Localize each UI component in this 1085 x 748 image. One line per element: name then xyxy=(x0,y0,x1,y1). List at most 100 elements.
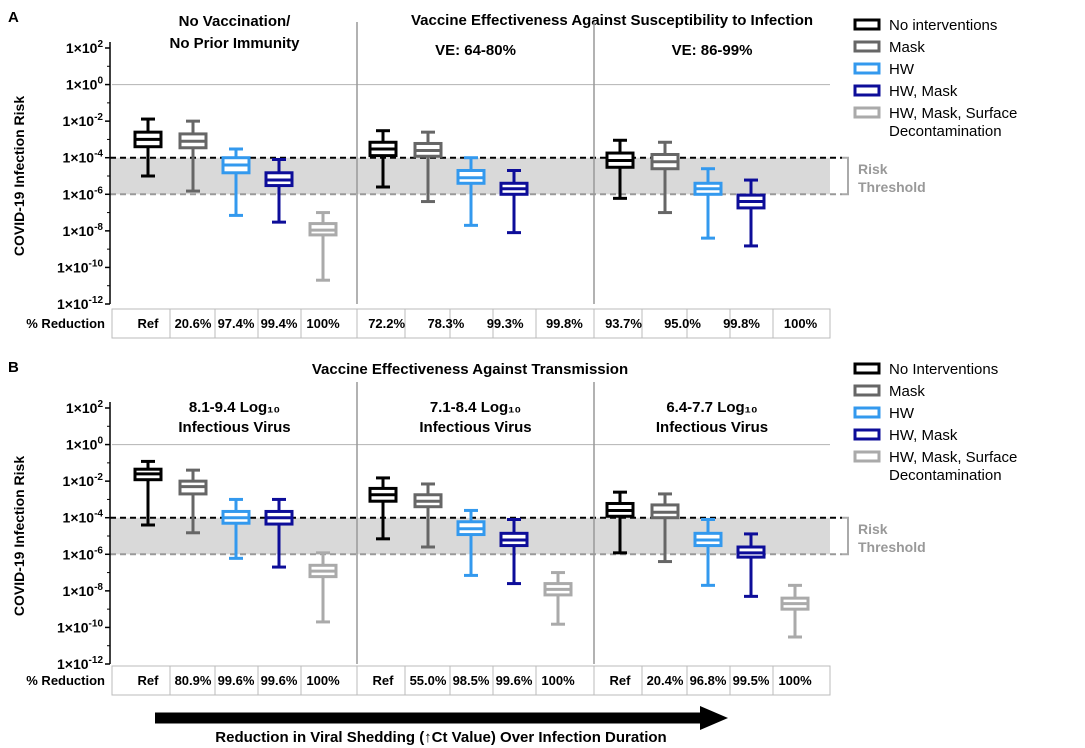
y-tick-label: 1×10-4 xyxy=(63,149,104,166)
legend-label: HW xyxy=(889,405,915,422)
box-hw-mask xyxy=(264,157,294,224)
group-title: Infectious Virus xyxy=(656,419,768,436)
legend-swatch xyxy=(853,18,881,31)
reduction-value: 20.4% xyxy=(647,673,684,688)
box-hw xyxy=(693,167,723,240)
legend-entry: HW xyxy=(853,61,915,78)
legend-label: Mask xyxy=(889,39,925,56)
legend-swatch xyxy=(853,428,881,441)
reduction-value: 93.7% xyxy=(605,316,642,331)
legend-swatch xyxy=(853,106,881,119)
box-hw xyxy=(693,517,723,587)
box-mask xyxy=(413,482,443,549)
group-title: VE: 86-99% xyxy=(672,42,753,59)
risk-threshold-label: Risk xyxy=(858,521,888,537)
panel-b: B Vaccine Effectiveness Against Transmiss… xyxy=(8,359,1017,696)
y-tick-label: 1×10-10 xyxy=(57,618,103,635)
legend-swatch xyxy=(853,40,881,53)
legend-label: Decontamination xyxy=(889,467,1002,484)
box-hw-mask xyxy=(736,178,766,248)
y-tick-label: 1×10-6 xyxy=(63,545,104,562)
group-title: Infectious Virus xyxy=(178,419,290,436)
legend-label: HW, Mask, Surface xyxy=(889,105,1017,122)
reduction-value: 98.5% xyxy=(453,673,490,688)
reduction-table xyxy=(111,308,831,339)
legend-label: Decontamination xyxy=(889,123,1002,140)
box-mask xyxy=(178,468,208,535)
box-hw-mask-surface-decontamination xyxy=(308,211,338,282)
y-tick-label: 1×100 xyxy=(66,76,104,93)
legend-entry: HW, Mask xyxy=(853,83,958,100)
box-hw xyxy=(456,508,486,577)
box-hw-mask xyxy=(499,517,529,586)
box-mask xyxy=(650,492,680,564)
box-mask xyxy=(650,140,680,215)
legend-swatch xyxy=(853,450,881,463)
arrow-label: Reduction in Viral Shedding (↑Ct Value) … xyxy=(215,729,666,746)
group-title: VE: 64-80% xyxy=(435,42,516,59)
legend-swatch xyxy=(853,406,881,419)
legend-label: No interventions xyxy=(889,17,997,34)
y-tick-label: 1×10-8 xyxy=(63,582,104,599)
shedding-arrow: Reduction in Viral Shedding (↑Ct Value) … xyxy=(155,706,728,746)
y-tick-label: 1×100 xyxy=(66,436,104,453)
super-title: Vaccine Effectiveness Against Transmissi… xyxy=(312,361,628,378)
y-tick-label: 1×10-12 xyxy=(57,655,103,672)
reduction-value: 96.8% xyxy=(690,673,727,688)
box-hw-mask-surface-decontamination xyxy=(543,571,573,626)
y-axis-label: COVID-19 Infection Risk xyxy=(11,96,27,256)
panel-label: B xyxy=(8,359,19,376)
y-tick-label: 1×10-8 xyxy=(63,222,104,239)
reduction-value: 100% xyxy=(784,316,818,331)
y-tick-label: 1×10-10 xyxy=(57,258,103,275)
box-hw xyxy=(221,147,251,217)
y-axis-label: COVID-19 Infection Risk xyxy=(11,456,27,616)
panel-label: A xyxy=(8,9,19,26)
box-hw-mask-surface-decontamination xyxy=(308,551,338,624)
box-no-interventions xyxy=(133,117,163,178)
box-hw xyxy=(456,156,486,227)
risk-threshold-bracket xyxy=(842,156,849,196)
reduction-value: 99.6% xyxy=(261,673,298,688)
legend-entry: HW, Mask xyxy=(853,427,958,444)
reduction-value: Ref xyxy=(138,316,160,331)
risk-threshold-bracket xyxy=(842,516,849,556)
y-tick-label: 1×10-6 xyxy=(63,185,104,202)
reduction-value: 100% xyxy=(306,316,340,331)
reduction-value: 78.3% xyxy=(427,316,464,331)
legend-label: HW, Mask xyxy=(889,83,958,100)
reduction-value: 99.4% xyxy=(261,316,298,331)
legend-swatch xyxy=(853,384,881,397)
y-tick-label: 1×10-2 xyxy=(63,112,104,129)
group-title: No Prior Immunity xyxy=(169,35,300,52)
group-title: 8.1-9.4 Log₁₀ xyxy=(189,399,280,416)
box-hw-mask xyxy=(736,532,766,598)
legend-label: No Interventions xyxy=(889,361,998,378)
reduction-value: Ref xyxy=(610,673,632,688)
reduction-label: % Reduction xyxy=(26,673,105,688)
box-no-interventions xyxy=(368,129,398,189)
reduction-value: 100% xyxy=(778,673,812,688)
reduction-value: 20.6% xyxy=(175,316,212,331)
legend-label: Mask xyxy=(889,383,925,400)
reduction-label: % Reduction xyxy=(26,316,105,331)
box-hw-mask xyxy=(264,497,294,569)
legend-swatch xyxy=(853,362,881,375)
legend-entry: Mask xyxy=(853,383,925,400)
legend-label: HW, Mask, Surface xyxy=(889,449,1017,466)
reduction-value: 100% xyxy=(306,673,340,688)
box-mask xyxy=(413,130,443,204)
box-no-interventions xyxy=(605,138,635,200)
legend-entry: No Interventions xyxy=(853,361,998,378)
reduction-value: 99.8% xyxy=(723,316,760,331)
reduction-value: 99.6% xyxy=(496,673,533,688)
box-hw-mask-surface-decontamination xyxy=(780,583,810,639)
group-title: 7.1-8.4 Log₁₀ xyxy=(430,399,521,416)
box-hw xyxy=(221,497,251,560)
box-mask xyxy=(178,119,208,193)
reduction-value: 72.2% xyxy=(368,316,405,331)
legend-label: HW, Mask xyxy=(889,427,958,444)
box-no-interventions xyxy=(133,459,163,527)
